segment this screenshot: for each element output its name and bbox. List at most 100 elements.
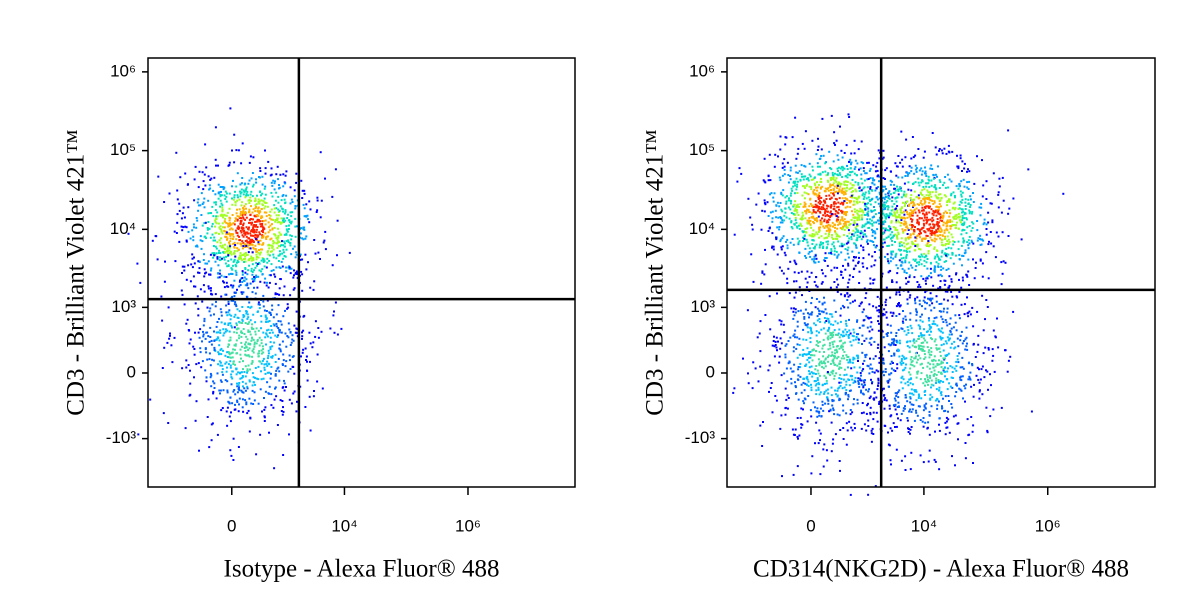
event-dot: [946, 204, 949, 207]
event-dot: [782, 189, 785, 192]
event-dot: [918, 211, 921, 214]
event-dot: [850, 219, 853, 221]
event-dot: [780, 320, 783, 323]
event-dot: [790, 307, 793, 310]
event-dot: [182, 226, 185, 229]
event-dot: [253, 343, 256, 346]
event-dot: [224, 214, 227, 217]
event-dot: [845, 213, 848, 216]
event-dot: [877, 219, 880, 222]
event-dot: [841, 210, 844, 213]
event-dot: [228, 356, 231, 359]
event-dot: [846, 252, 849, 255]
event-dot: [842, 193, 845, 196]
event-dot: [257, 240, 260, 243]
y-tick-label: 0: [127, 362, 136, 381]
event-dot: [823, 443, 826, 446]
event-dot: [815, 365, 818, 367]
event-dot: [946, 199, 949, 202]
event-dot: [931, 216, 934, 219]
event-dot: [270, 208, 273, 211]
event-dot: [946, 220, 949, 223]
event-dot: [187, 230, 190, 233]
event-dot: [966, 226, 969, 229]
event-dot: [829, 211, 832, 214]
event-dot: [821, 281, 824, 284]
event-dot: [223, 229, 226, 232]
event-dot: [869, 325, 872, 328]
event-dot: [861, 218, 864, 221]
event-dot: [243, 387, 246, 390]
event-dot: [800, 407, 803, 410]
event-dot: [853, 379, 856, 382]
event-dot: [843, 334, 846, 337]
event-dot: [825, 198, 828, 200]
event-dot: [815, 350, 817, 352]
event-dot: [283, 285, 286, 288]
event-dot: [252, 348, 255, 351]
event-dot: [797, 366, 800, 368]
event-dot: [269, 238, 272, 241]
event-dot: [218, 249, 221, 252]
event-dot: [214, 219, 217, 222]
event-dot: [317, 251, 320, 254]
event-dot: [764, 314, 767, 316]
event-dot: [833, 131, 836, 134]
event-dot: [912, 258, 915, 261]
event-dot: [933, 265, 936, 268]
event-dot: [889, 227, 892, 230]
event-dot: [273, 398, 276, 401]
event-dot: [992, 329, 995, 332]
event-dot: [840, 273, 843, 276]
event-dot: [885, 205, 888, 208]
event-dot: [224, 230, 227, 233]
event-dot: [867, 210, 870, 213]
event-dot: [215, 325, 218, 328]
event-dot: [964, 208, 967, 210]
event-dot: [901, 217, 904, 220]
event-dot: [783, 173, 786, 176]
event-dot: [236, 215, 239, 218]
event-dot: [915, 170, 918, 173]
event-dot: [812, 235, 815, 238]
event-dot: [275, 369, 278, 372]
event-dot: [213, 176, 216, 179]
event-dot: [780, 246, 783, 249]
event-dot: [225, 255, 227, 258]
event-dot: [244, 233, 247, 236]
event-dot: [218, 226, 221, 229]
event-dot: [983, 221, 986, 224]
event-dot: [806, 241, 809, 244]
event-dot: [917, 209, 920, 212]
event-dot: [206, 358, 209, 361]
event-dot: [850, 171, 853, 174]
event-dot: [923, 196, 926, 199]
event-dot: [907, 242, 910, 245]
event-dot: [803, 389, 806, 392]
event-dot: [251, 258, 254, 261]
event-dot: [276, 217, 279, 220]
event-dot: [195, 363, 198, 366]
event-dot: [281, 413, 284, 416]
event-dot: [858, 379, 861, 382]
event-dot: [862, 170, 865, 172]
event-dot: [736, 180, 739, 183]
event-dot: [1004, 261, 1007, 264]
event-dot: [953, 217, 956, 220]
event-dot: [827, 348, 830, 351]
event-dot: [236, 259, 239, 262]
event-dot: [793, 314, 796, 317]
event-dot: [183, 269, 186, 272]
event-dot: [835, 372, 838, 375]
event-dot: [918, 169, 921, 172]
event-dot: [276, 221, 279, 224]
event-dot: [856, 402, 859, 405]
event-dot: [784, 406, 787, 409]
event-dot: [938, 148, 941, 150]
event-dot: [919, 236, 922, 239]
event-dot: [858, 195, 861, 198]
event-dot: [860, 427, 863, 430]
event-dot: [930, 184, 933, 187]
event-dot: [308, 200, 311, 203]
event-dot: [243, 232, 246, 235]
